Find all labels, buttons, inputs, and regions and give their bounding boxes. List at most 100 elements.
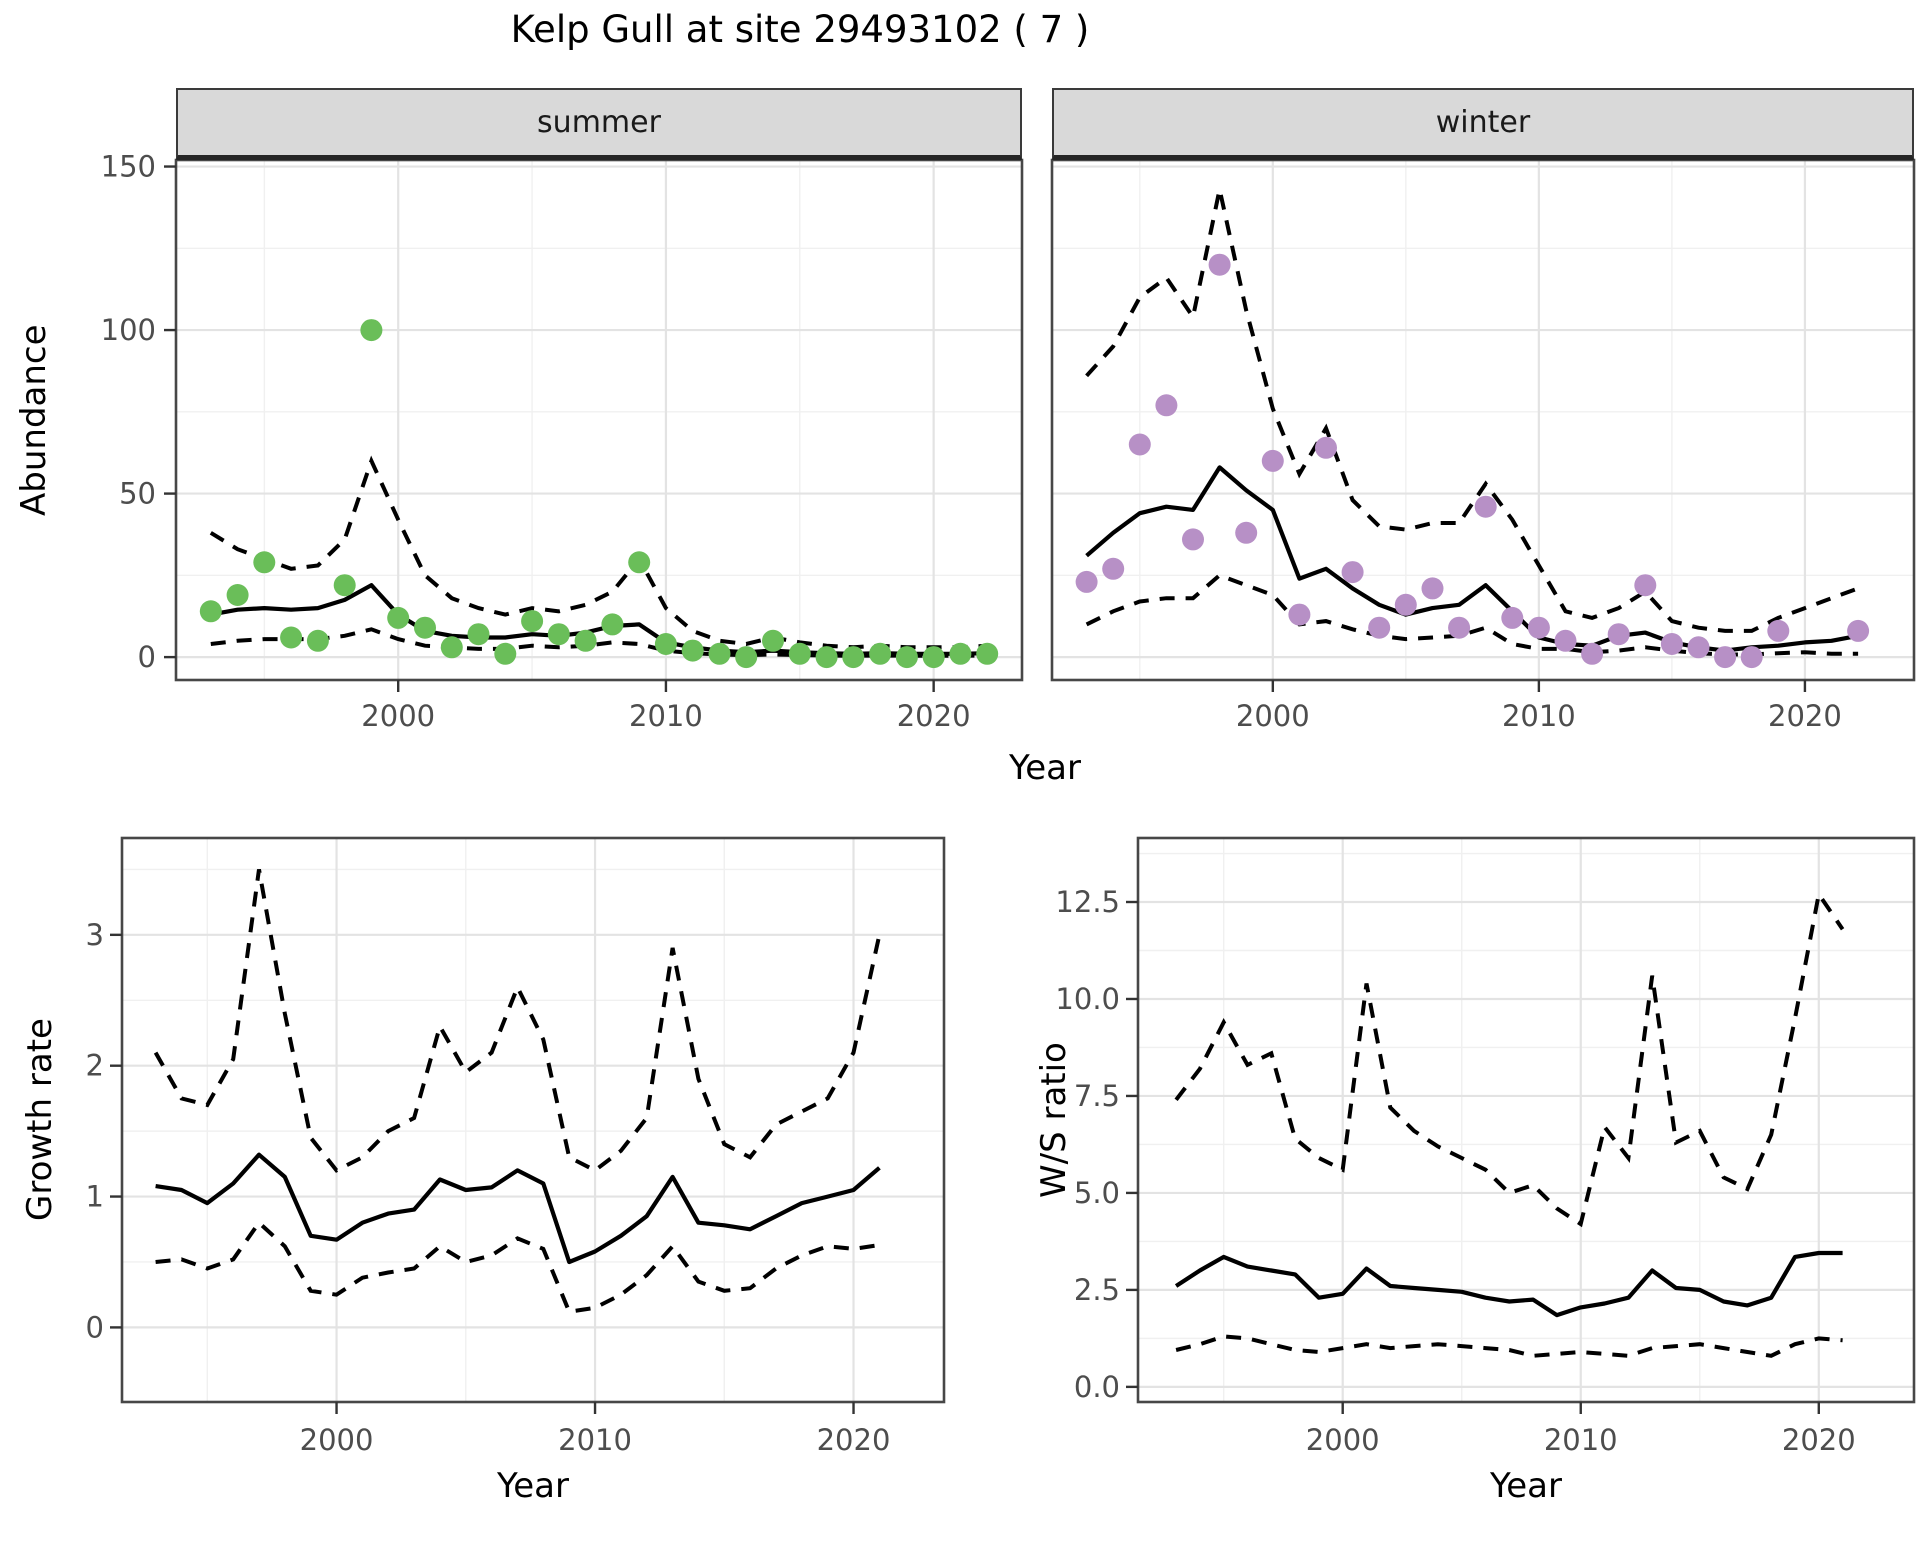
x-tick-label: 2010 — [1544, 1423, 1618, 1457]
lower-ci-line — [155, 1219, 880, 1314]
y-axis-title-growth-rate: Growth rate — [20, 1018, 60, 1222]
observation-point — [1421, 577, 1444, 600]
observation-point — [521, 610, 544, 633]
observation-point — [440, 636, 463, 659]
facet-strip-summer: summer — [176, 88, 1022, 160]
facet-strip-summer-label: summer — [537, 105, 661, 140]
chart-title: Kelp Gull at site 29493102 ( 7 ) — [510, 8, 1090, 51]
observation-point — [654, 633, 677, 655]
observation-point — [1394, 593, 1417, 616]
fit-line — [1174, 1250, 1843, 1318]
y-tick-label: 7.5 — [1074, 1079, 1120, 1113]
x-axis-title-abundance: Year — [1009, 748, 1081, 788]
observation-point — [601, 613, 624, 636]
panel-winter: 2000 2010 2020 — [1050, 158, 1916, 733]
x-tick-label: 2000 — [1306, 1423, 1380, 1457]
observation-point — [1581, 642, 1604, 665]
observation-point — [1075, 570, 1098, 593]
panel-w-s-ratio: 2000 2010 2020 0.0 2.5 5.0 7.5 10.0 12.5 — [1055, 836, 1916, 1457]
observation-point — [1261, 449, 1284, 472]
x-tick-label: 2010 — [1502, 699, 1576, 733]
observation-point — [199, 600, 222, 623]
y-tick-label: 0 — [86, 1310, 104, 1344]
observation-point — [1235, 521, 1258, 544]
y-tick-label: 50 — [119, 477, 156, 511]
observation-point — [922, 646, 945, 669]
x-tick-label: 2020 — [897, 699, 971, 733]
y-axis-title-abundance: Abundance — [14, 324, 54, 516]
y-axis-title-ws-ratio: W/S ratio — [1034, 1042, 1074, 1198]
observation-point — [1208, 253, 1231, 276]
y-tick-label: 1 — [86, 1180, 104, 1214]
observation-point — [1634, 574, 1657, 597]
observation-point — [1341, 561, 1364, 584]
upper-ci-line — [209, 455, 988, 650]
x-axis-title-growth-rate: Year — [497, 1466, 569, 1506]
y-tick-label: 150 — [101, 150, 156, 184]
y-tick-label: 3 — [86, 918, 104, 952]
observation-point — [949, 642, 972, 665]
observation-point — [1767, 619, 1790, 642]
observation-point — [1102, 557, 1125, 580]
observation-point — [1847, 619, 1870, 642]
observation-point — [681, 639, 704, 662]
panel-background — [176, 160, 1022, 680]
y-tick-label: 10.0 — [1055, 982, 1120, 1016]
x-tick-label: 2000 — [300, 1423, 374, 1457]
observation-point — [333, 574, 356, 597]
observation-point — [1554, 629, 1577, 652]
observation-point — [1660, 633, 1683, 655]
observation-point — [1527, 616, 1550, 639]
observation-point — [1448, 616, 1471, 639]
observation-point — [1714, 646, 1737, 669]
observation-point — [1368, 616, 1391, 639]
x-tick-label: 2020 — [817, 1423, 891, 1457]
panel-border — [1136, 836, 1916, 1404]
x-axis-title-ws-ratio: Year — [1490, 1466, 1562, 1506]
observation-point — [976, 642, 999, 665]
observation-point — [1607, 623, 1630, 646]
x-tick-label: 2020 — [1782, 1423, 1856, 1457]
observation-point — [280, 626, 303, 649]
y-tick-label: 2.5 — [1074, 1273, 1120, 1307]
observation-point — [1740, 646, 1763, 669]
observation-point — [788, 642, 811, 665]
panel-background — [1052, 160, 1914, 680]
observation-point — [1182, 528, 1204, 551]
observation-point — [1155, 394, 1178, 417]
upper-ci-line — [1174, 889, 1845, 1228]
observation-point — [895, 646, 918, 669]
observation-point — [628, 551, 651, 574]
observation-point — [815, 646, 838, 669]
panel-border — [174, 158, 1024, 682]
panel-background — [1138, 838, 1914, 1402]
observation-point — [735, 646, 758, 669]
observation-point — [253, 551, 276, 574]
y-tick-label: 0.0 — [1074, 1370, 1120, 1404]
panel-growth-rate: 2000 2010 2020 0 1 2 3 — [86, 836, 946, 1457]
y-tick-label: 0 — [138, 640, 156, 674]
fit-line — [155, 1152, 881, 1265]
observation-point — [360, 319, 383, 342]
upper-ci-line — [153, 869, 882, 1173]
panel-border — [1050, 158, 1916, 682]
observation-point — [1315, 436, 1337, 459]
y-tick-label: 5.0 — [1074, 1176, 1120, 1210]
panel-border — [120, 836, 946, 1404]
observation-point — [1501, 606, 1524, 629]
facet-strip-winter: winter — [1052, 88, 1914, 160]
observation-point — [1687, 636, 1710, 659]
observation-point — [842, 646, 865, 669]
x-tick-label: 2010 — [558, 1423, 632, 1457]
upper-ci-line — [1085, 188, 1859, 633]
observation-point — [547, 623, 570, 646]
facet-strip-winter-label: winter — [1435, 105, 1531, 140]
observation-point — [708, 642, 731, 665]
observation-point — [1128, 433, 1151, 456]
x-tick-label: 2020 — [1768, 699, 1842, 733]
y-tick-label: 100 — [101, 313, 156, 347]
observation-point — [869, 642, 892, 665]
x-tick-label: 2000 — [1236, 699, 1310, 733]
